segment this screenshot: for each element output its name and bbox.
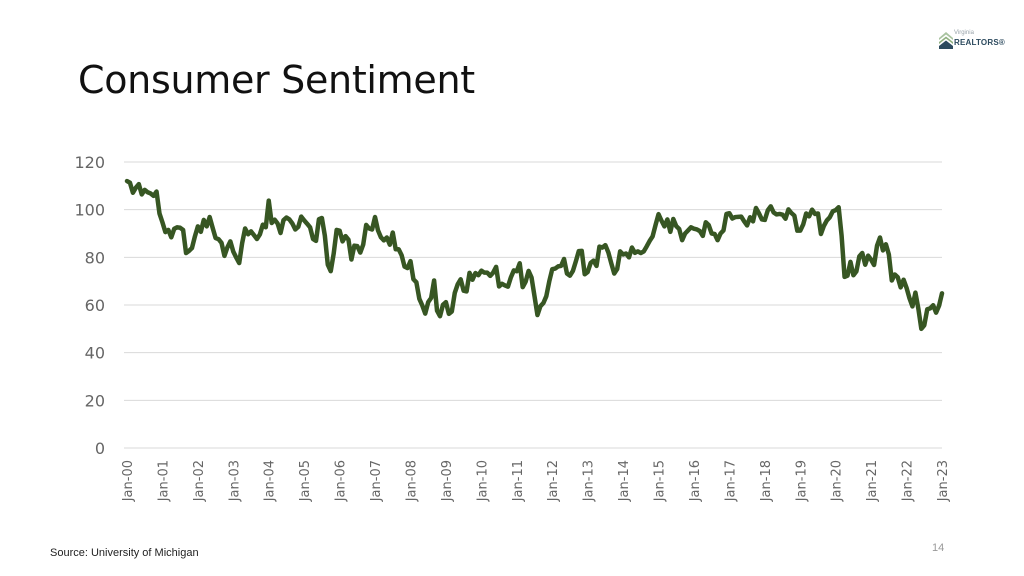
y-axis-ticks: 0 20 40 60 80 100 120 — [74, 153, 105, 458]
sentiment-series-line — [124, 178, 945, 332]
x-tick-label: Jan-05 — [298, 460, 313, 502]
y-tick-label: 120 — [74, 153, 105, 172]
x-tick-label: Jan-15 — [653, 460, 668, 502]
x-tick-label: Jan-10 — [475, 460, 490, 502]
x-tick-label: Jan-13 — [582, 460, 597, 502]
x-tick-label: Jan-11 — [511, 460, 526, 502]
x-tick-label: Jan-16 — [688, 460, 703, 502]
x-tick-label: Jan-18 — [759, 460, 774, 502]
y-tick-label: 0 — [95, 439, 105, 458]
x-tick-label: Jan-04 — [263, 460, 278, 502]
y-tick-label: 100 — [74, 201, 105, 220]
x-tick-label: Jan-14 — [617, 460, 632, 502]
x-tick-label: Jan-00 — [121, 460, 136, 502]
house-logo-icon — [939, 32, 953, 49]
x-tick-label: Jan-01 — [156, 460, 171, 502]
x-tick-label: Jan-20 — [830, 460, 845, 502]
y-tick-label: 40 — [85, 344, 105, 363]
x-tick-label: Jan-03 — [227, 460, 242, 502]
logo-text-virginia: Virginia — [954, 30, 974, 36]
y-tick-label: 60 — [85, 296, 105, 315]
y-tick-label: 80 — [85, 248, 105, 267]
x-tick-label: Jan-22 — [901, 460, 916, 502]
x-tick-label: Jan-07 — [369, 460, 384, 502]
x-axis-ticks: Jan-00 Jan-01 Jan-02 Jan-03 Jan-04 Jan-05 Jan-… — [121, 460, 951, 502]
x-tick-label: Jan-12 — [546, 460, 561, 502]
x-tick-label: Jan-19 — [794, 460, 809, 502]
page-number: 14 — [932, 542, 945, 554]
logo-text-realtors: REALTORS® — [954, 38, 1005, 47]
gridlines — [124, 161, 942, 449]
virginia-realtors-logo: Virginia REALTORS® — [938, 28, 1008, 52]
x-tick-label: Jan-09 — [440, 460, 455, 502]
slide-title: Consumer Sentiment — [78, 58, 475, 102]
x-tick-label: Jan-21 — [865, 460, 880, 502]
x-tick-label: Jan-17 — [723, 460, 738, 502]
x-tick-label: Jan-06 — [334, 460, 349, 502]
y-tick-label: 20 — [85, 391, 105, 410]
x-tick-label: Jan-02 — [192, 460, 207, 502]
x-tick-label: Jan-23 — [936, 460, 951, 502]
x-tick-label: Jan-08 — [404, 460, 419, 502]
source-note: Source: University of Michigan — [50, 547, 199, 559]
